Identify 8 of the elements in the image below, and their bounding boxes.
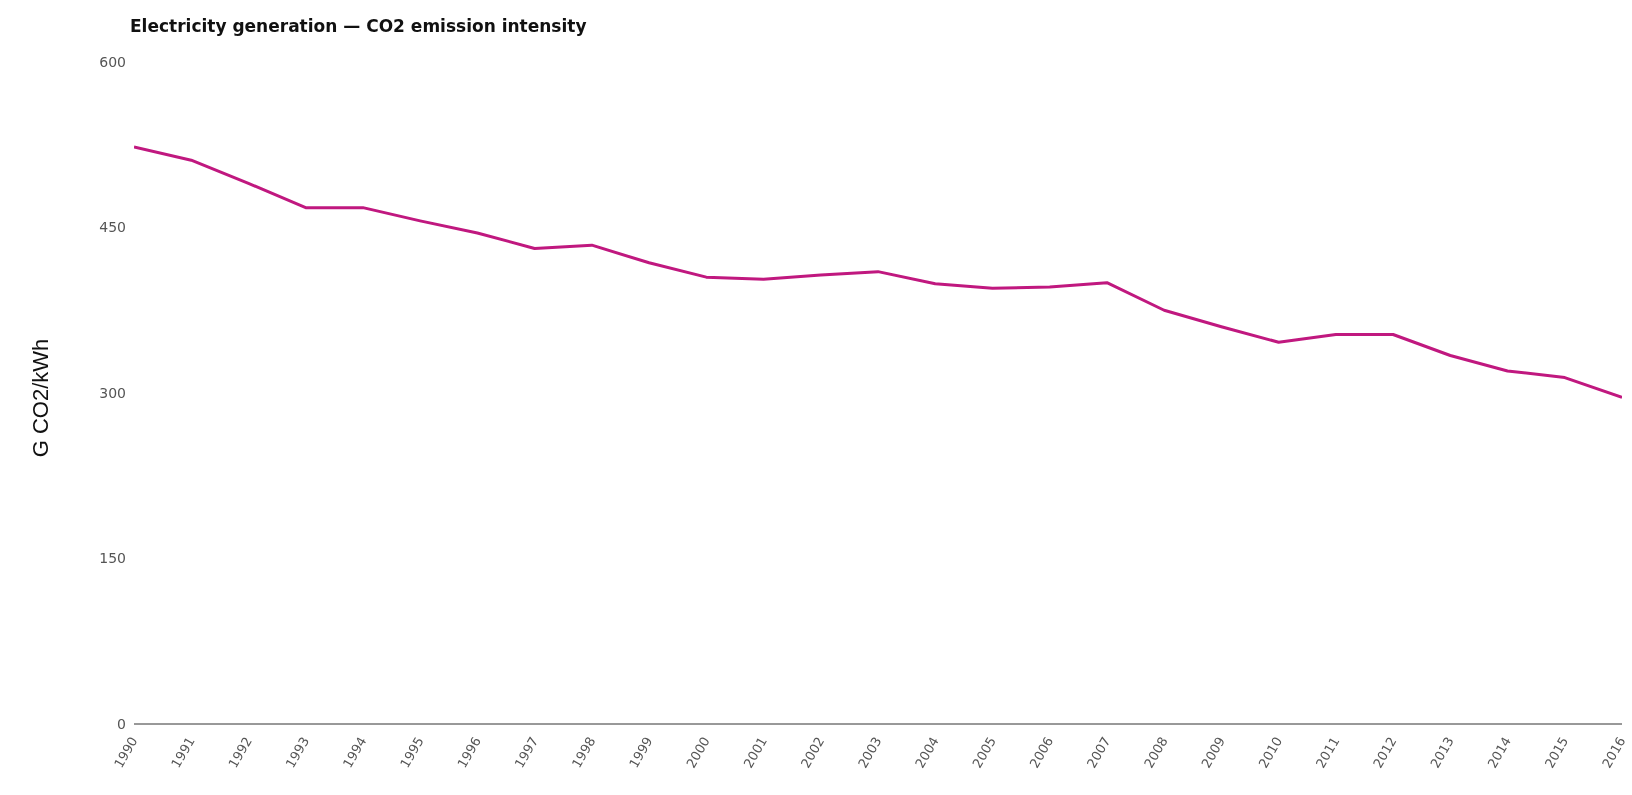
y-tick-label: 600	[99, 53, 126, 70]
y-tick-label: 300	[99, 384, 126, 401]
y-tick-label: 150	[99, 550, 126, 567]
line-series	[134, 145, 1622, 399]
y-tick-label: 450	[99, 219, 126, 236]
chart-title: Electricity generation — CO2 emission intensity	[130, 16, 587, 36]
y-axis-title: G CO2/kWh	[28, 338, 53, 458]
y-tick-label: 0	[117, 715, 126, 732]
